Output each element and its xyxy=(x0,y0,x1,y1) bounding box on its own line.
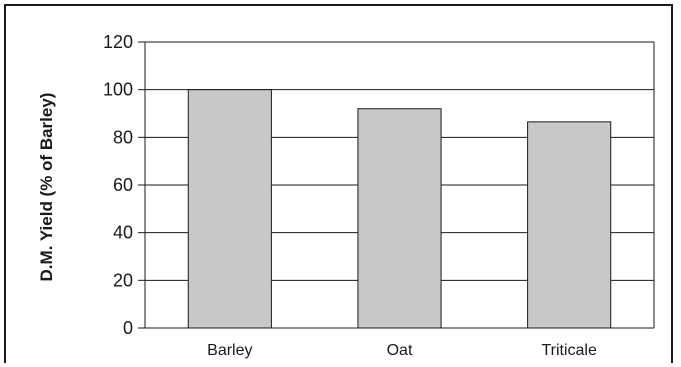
bar-oat xyxy=(357,108,442,329)
y-tick-label: 80 xyxy=(113,127,133,147)
x-tick-label: Triticale xyxy=(541,342,597,359)
bar-triticale xyxy=(527,121,612,329)
y-tick-label: 20 xyxy=(113,270,133,290)
axes xyxy=(144,42,655,329)
y-tick-label: 60 xyxy=(113,175,133,195)
chart-frame xyxy=(4,4,673,363)
y-axis-label: D.M. Yield (% of Barley) xyxy=(37,93,56,282)
y-tick-label: 40 xyxy=(113,223,133,243)
y-tick-label: 120 xyxy=(103,32,133,52)
bar-barley xyxy=(187,89,272,329)
y-tick-labels: 0 20 40 60 80 100 120 xyxy=(103,32,133,338)
bars xyxy=(187,89,612,329)
x-tick-label: Oat xyxy=(387,342,413,359)
y-tick-label: 0 xyxy=(123,318,133,338)
x-tick-labels: Barley Oat Triticale xyxy=(207,342,597,359)
x-tick-label: Barley xyxy=(207,342,252,359)
y-tick-label: 100 xyxy=(103,80,133,100)
